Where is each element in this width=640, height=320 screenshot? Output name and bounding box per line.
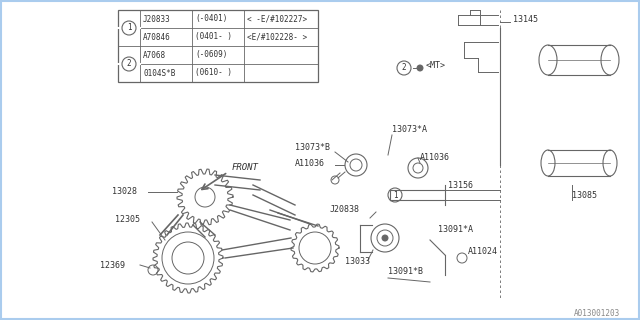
Text: 13028: 13028 — [112, 188, 137, 196]
Text: <MT>: <MT> — [426, 61, 446, 70]
Text: 13073*B: 13073*B — [295, 143, 330, 153]
Text: 2: 2 — [127, 60, 131, 68]
Text: 13091*A: 13091*A — [438, 226, 473, 235]
Text: 2: 2 — [402, 63, 406, 73]
Text: 12369: 12369 — [100, 260, 125, 269]
Text: 0104S*B: 0104S*B — [143, 68, 175, 77]
Text: 12305: 12305 — [115, 215, 140, 225]
Circle shape — [417, 65, 423, 71]
Text: 1: 1 — [393, 190, 397, 199]
Text: A11036: A11036 — [420, 154, 450, 163]
Text: (0610- ): (0610- ) — [195, 68, 232, 77]
Text: A11024: A11024 — [468, 247, 498, 257]
Ellipse shape — [382, 235, 388, 241]
Text: (-0401): (-0401) — [195, 14, 227, 23]
Text: A70846: A70846 — [143, 33, 171, 42]
Text: 13085: 13085 — [572, 190, 597, 199]
Text: FRONT: FRONT — [232, 164, 259, 172]
Text: 13156: 13156 — [448, 180, 473, 189]
Text: A013001203: A013001203 — [573, 308, 620, 317]
Text: 13033: 13033 — [345, 258, 370, 267]
Text: J20833: J20833 — [143, 14, 171, 23]
Text: 13073*A: 13073*A — [392, 125, 427, 134]
Text: 1: 1 — [127, 23, 131, 33]
Text: (0401- ): (0401- ) — [195, 33, 232, 42]
Text: A11036: A11036 — [295, 158, 325, 167]
Bar — [118, 10, 318, 82]
Text: <E/#102228- >: <E/#102228- > — [247, 33, 307, 42]
Text: (-0609): (-0609) — [195, 51, 227, 60]
Text: A7068: A7068 — [143, 51, 166, 60]
Text: 13091*B: 13091*B — [388, 268, 423, 276]
Text: J20838: J20838 — [330, 205, 360, 214]
Text: < -E/#102227>: < -E/#102227> — [247, 14, 307, 23]
Text: 13145: 13145 — [513, 15, 538, 25]
